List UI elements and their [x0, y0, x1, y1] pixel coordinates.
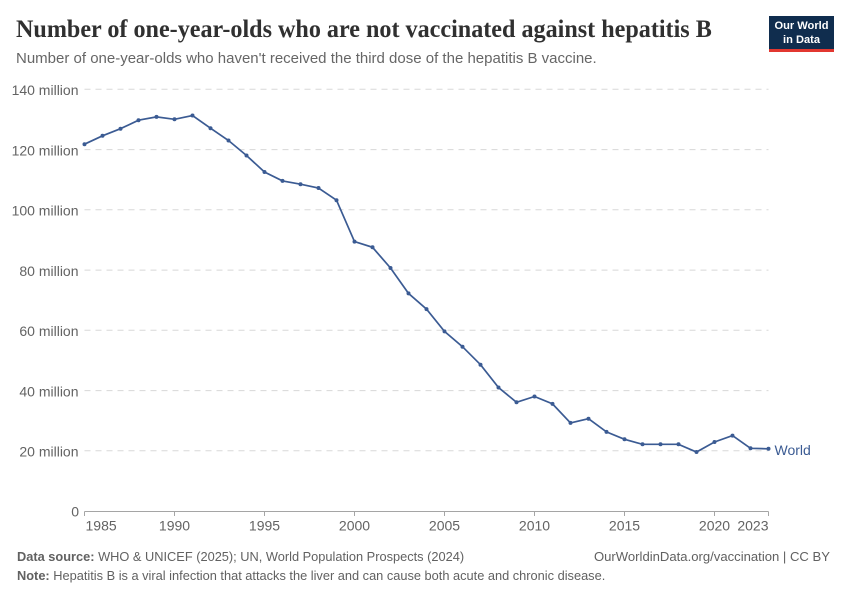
svg-text:20 million: 20 million — [19, 444, 78, 460]
svg-text:2015: 2015 — [609, 518, 640, 534]
svg-text:0: 0 — [71, 504, 79, 520]
svg-text:40 million: 40 million — [19, 383, 78, 399]
svg-text:60 million: 60 million — [19, 323, 78, 339]
svg-text:140 million: 140 million — [12, 82, 79, 98]
svg-text:2020: 2020 — [699, 518, 730, 534]
svg-text:80 million: 80 million — [19, 263, 78, 279]
svg-text:1995: 1995 — [249, 518, 280, 534]
svg-text:1985: 1985 — [86, 518, 117, 534]
svg-text:2005: 2005 — [429, 518, 460, 534]
svg-text:1990: 1990 — [159, 518, 190, 534]
svg-text:World: World — [775, 442, 811, 458]
svg-text:2000: 2000 — [339, 518, 370, 534]
svg-text:100 million: 100 million — [12, 203, 79, 219]
svg-text:2023: 2023 — [737, 518, 768, 534]
svg-text:2010: 2010 — [519, 518, 550, 534]
svg-text:120 million: 120 million — [12, 142, 79, 158]
